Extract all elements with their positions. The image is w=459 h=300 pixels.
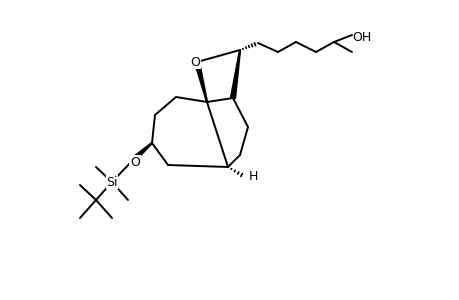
Polygon shape bbox=[194, 61, 207, 102]
Text: H: H bbox=[248, 170, 258, 184]
Text: OH: OH bbox=[351, 31, 370, 44]
Text: O: O bbox=[130, 155, 140, 169]
Text: O: O bbox=[190, 56, 200, 68]
Text: Si: Si bbox=[106, 176, 118, 188]
Polygon shape bbox=[131, 142, 152, 162]
Polygon shape bbox=[230, 50, 240, 98]
